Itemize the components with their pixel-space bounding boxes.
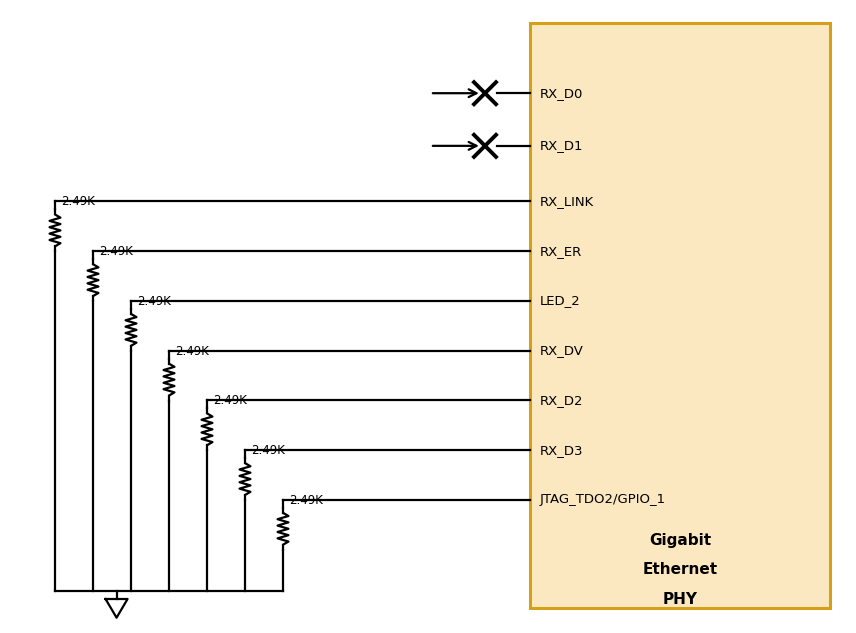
Text: RX_LINK: RX_LINK xyxy=(540,195,594,208)
Text: RX_D3: RX_D3 xyxy=(540,444,584,456)
Text: 2.49K: 2.49K xyxy=(175,344,209,358)
Text: Gigabit: Gigabit xyxy=(649,533,711,548)
Text: 2.49K: 2.49K xyxy=(137,295,171,308)
Text: 2.49K: 2.49K xyxy=(61,196,95,208)
Text: RX_D1: RX_D1 xyxy=(540,139,584,153)
Text: Ethernet: Ethernet xyxy=(643,563,717,577)
Text: 2.49K: 2.49K xyxy=(251,444,285,457)
Text: JTAG_TDO2/GPIO_1: JTAG_TDO2/GPIO_1 xyxy=(540,493,666,506)
FancyBboxPatch shape xyxy=(530,23,830,608)
Text: 2.49K: 2.49K xyxy=(213,394,247,407)
Text: RX_D2: RX_D2 xyxy=(540,394,584,407)
Text: RX_D0: RX_D0 xyxy=(540,87,584,100)
Text: PHY: PHY xyxy=(663,592,698,606)
Text: RX_ER: RX_ER xyxy=(540,244,582,258)
Text: LED_2: LED_2 xyxy=(540,294,580,308)
Text: 2.49K: 2.49K xyxy=(99,245,133,258)
Text: 2.49K: 2.49K xyxy=(289,494,323,507)
Text: RX_DV: RX_DV xyxy=(540,344,584,357)
